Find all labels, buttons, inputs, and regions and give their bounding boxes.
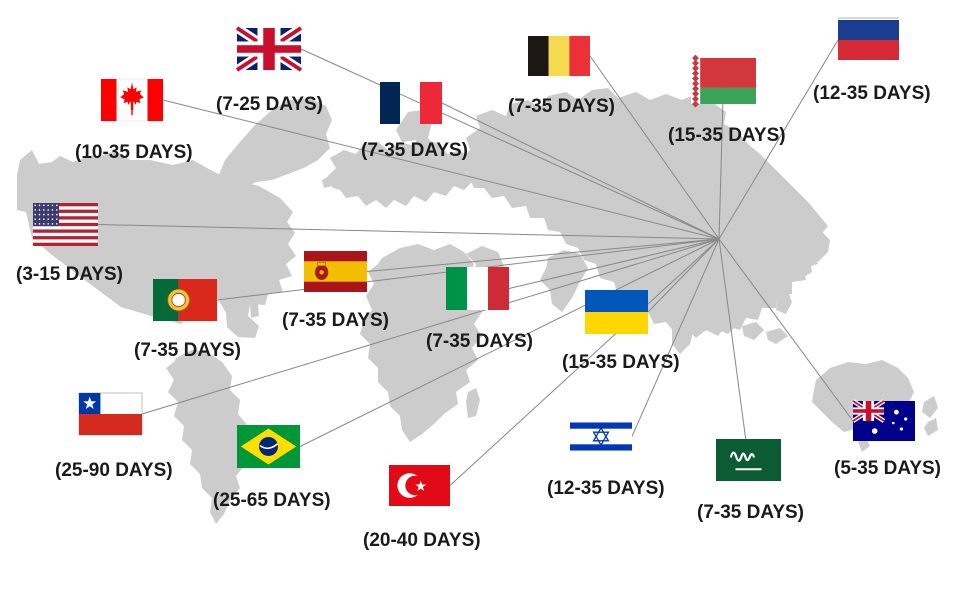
svg-text:(7-35 DAYS): (7-35 DAYS) <box>282 310 389 331</box>
svg-text:(7-35 DAYS): (7-35 DAYS) <box>426 331 533 352</box>
svg-text:(15-35 DAYS): (15-35 DAYS) <box>562 352 680 373</box>
svg-text:(15-35 DAYS): (15-35 DAYS) <box>668 125 786 146</box>
svg-text:(7-35 DAYS): (7-35 DAYS) <box>508 96 615 117</box>
svg-text:(12-35 DAYS): (12-35 DAYS) <box>813 83 931 104</box>
svg-text:(25-90 DAYS): (25-90 DAYS) <box>55 460 173 481</box>
svg-text:(10-35 DAYS): (10-35 DAYS) <box>75 142 193 163</box>
svg-text:(7-35 DAYS): (7-35 DAYS) <box>134 340 241 361</box>
svg-text:(5-35 DAYS): (5-35 DAYS) <box>834 458 941 479</box>
svg-text:(25-65 DAYS): (25-65 DAYS) <box>213 490 331 511</box>
svg-text:(7-35 DAYS): (7-35 DAYS) <box>361 140 468 161</box>
svg-text:(7-25 DAYS): (7-25 DAYS) <box>216 94 323 115</box>
svg-text:(3-15 DAYS): (3-15 DAYS) <box>16 264 123 285</box>
svg-text:(12-35 DAYS): (12-35 DAYS) <box>547 478 665 499</box>
svg-text:(20-40 DAYS): (20-40 DAYS) <box>363 530 481 551</box>
svg-text:(7-35 DAYS): (7-35 DAYS) <box>697 502 804 523</box>
